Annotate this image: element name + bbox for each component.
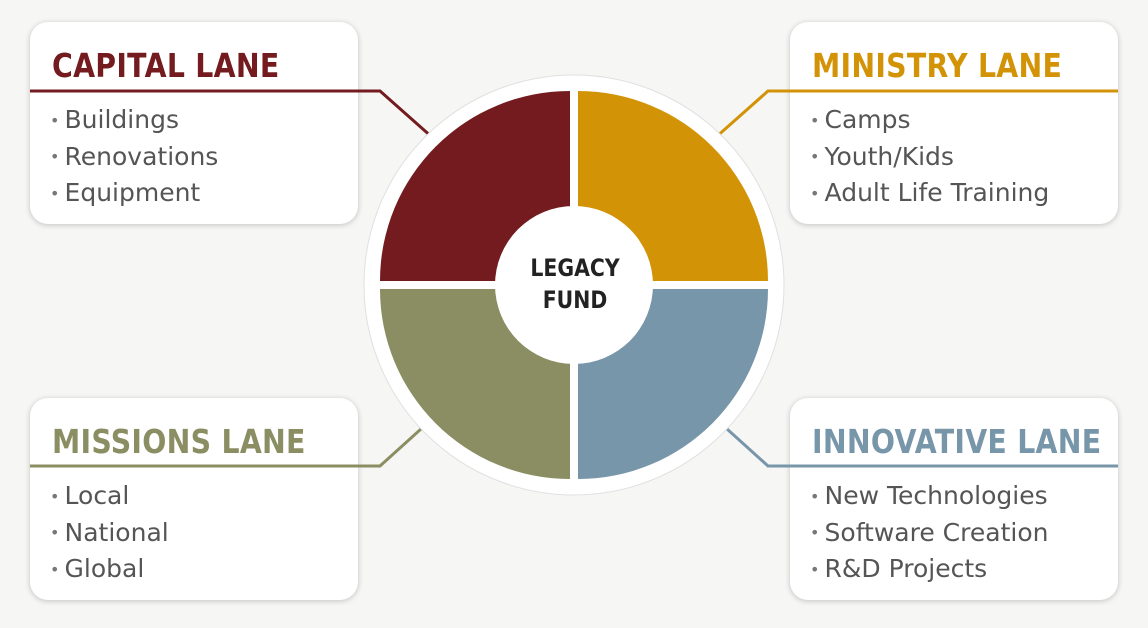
capital-lane-title: CAPITAL LANE: [52, 46, 280, 85]
innovative-lane-list: New Technologies Software Creation R&D P…: [810, 478, 1049, 588]
list-item: New Technologies: [810, 478, 1048, 515]
ministry-lane-list: Camps Youth/Kids Adult Life Training: [810, 102, 1050, 212]
center-label: LEGACY FUND: [505, 252, 645, 316]
center-label-line1: LEGACY: [530, 254, 620, 282]
center-hub: [495, 206, 653, 364]
capital-lane-card: CAPITAL LANE Buildings Renovations Equip…: [30, 22, 358, 224]
list-item: Adult Life Training: [810, 175, 1050, 212]
list-item: Global: [50, 551, 169, 588]
ministry-lane-title: MINISTRY LANE: [812, 46, 1063, 85]
list-item: Youth/Kids: [810, 139, 1049, 176]
list-item: Buildings: [50, 102, 218, 139]
center-label-line2: FUND: [542, 286, 608, 314]
list-item: National: [50, 515, 169, 552]
missions-lane-card: MISSIONS LANE Local National Global: [30, 398, 358, 600]
list-item: Software Creation: [810, 515, 1049, 552]
capital-connector-line: [30, 89, 443, 148]
list-item: Equipment: [50, 175, 218, 212]
list-item: R&D Projects: [810, 551, 1048, 588]
list-item: Camps: [810, 102, 1049, 139]
missions-lane-title: MISSIONS LANE: [52, 422, 306, 461]
ministry-connector-line: [705, 89, 1118, 148]
list-item: Local: [50, 478, 169, 515]
missions-connector-line: [30, 408, 444, 468]
missions-lane-list: Local National Global: [50, 478, 169, 588]
innovative-lane-card: INNOVATIVE LANE New Technologies Softwar…: [790, 398, 1118, 600]
innovative-lane-title: INNOVATIVE LANE: [812, 422, 1102, 461]
list-item: Renovations: [50, 139, 219, 176]
innovative-connector-line: [704, 408, 1118, 468]
capital-lane-list: Buildings Renovations Equipment: [50, 102, 219, 212]
ministry-lane-card: MINISTRY LANE Camps Youth/Kids Adult Lif…: [790, 22, 1118, 224]
